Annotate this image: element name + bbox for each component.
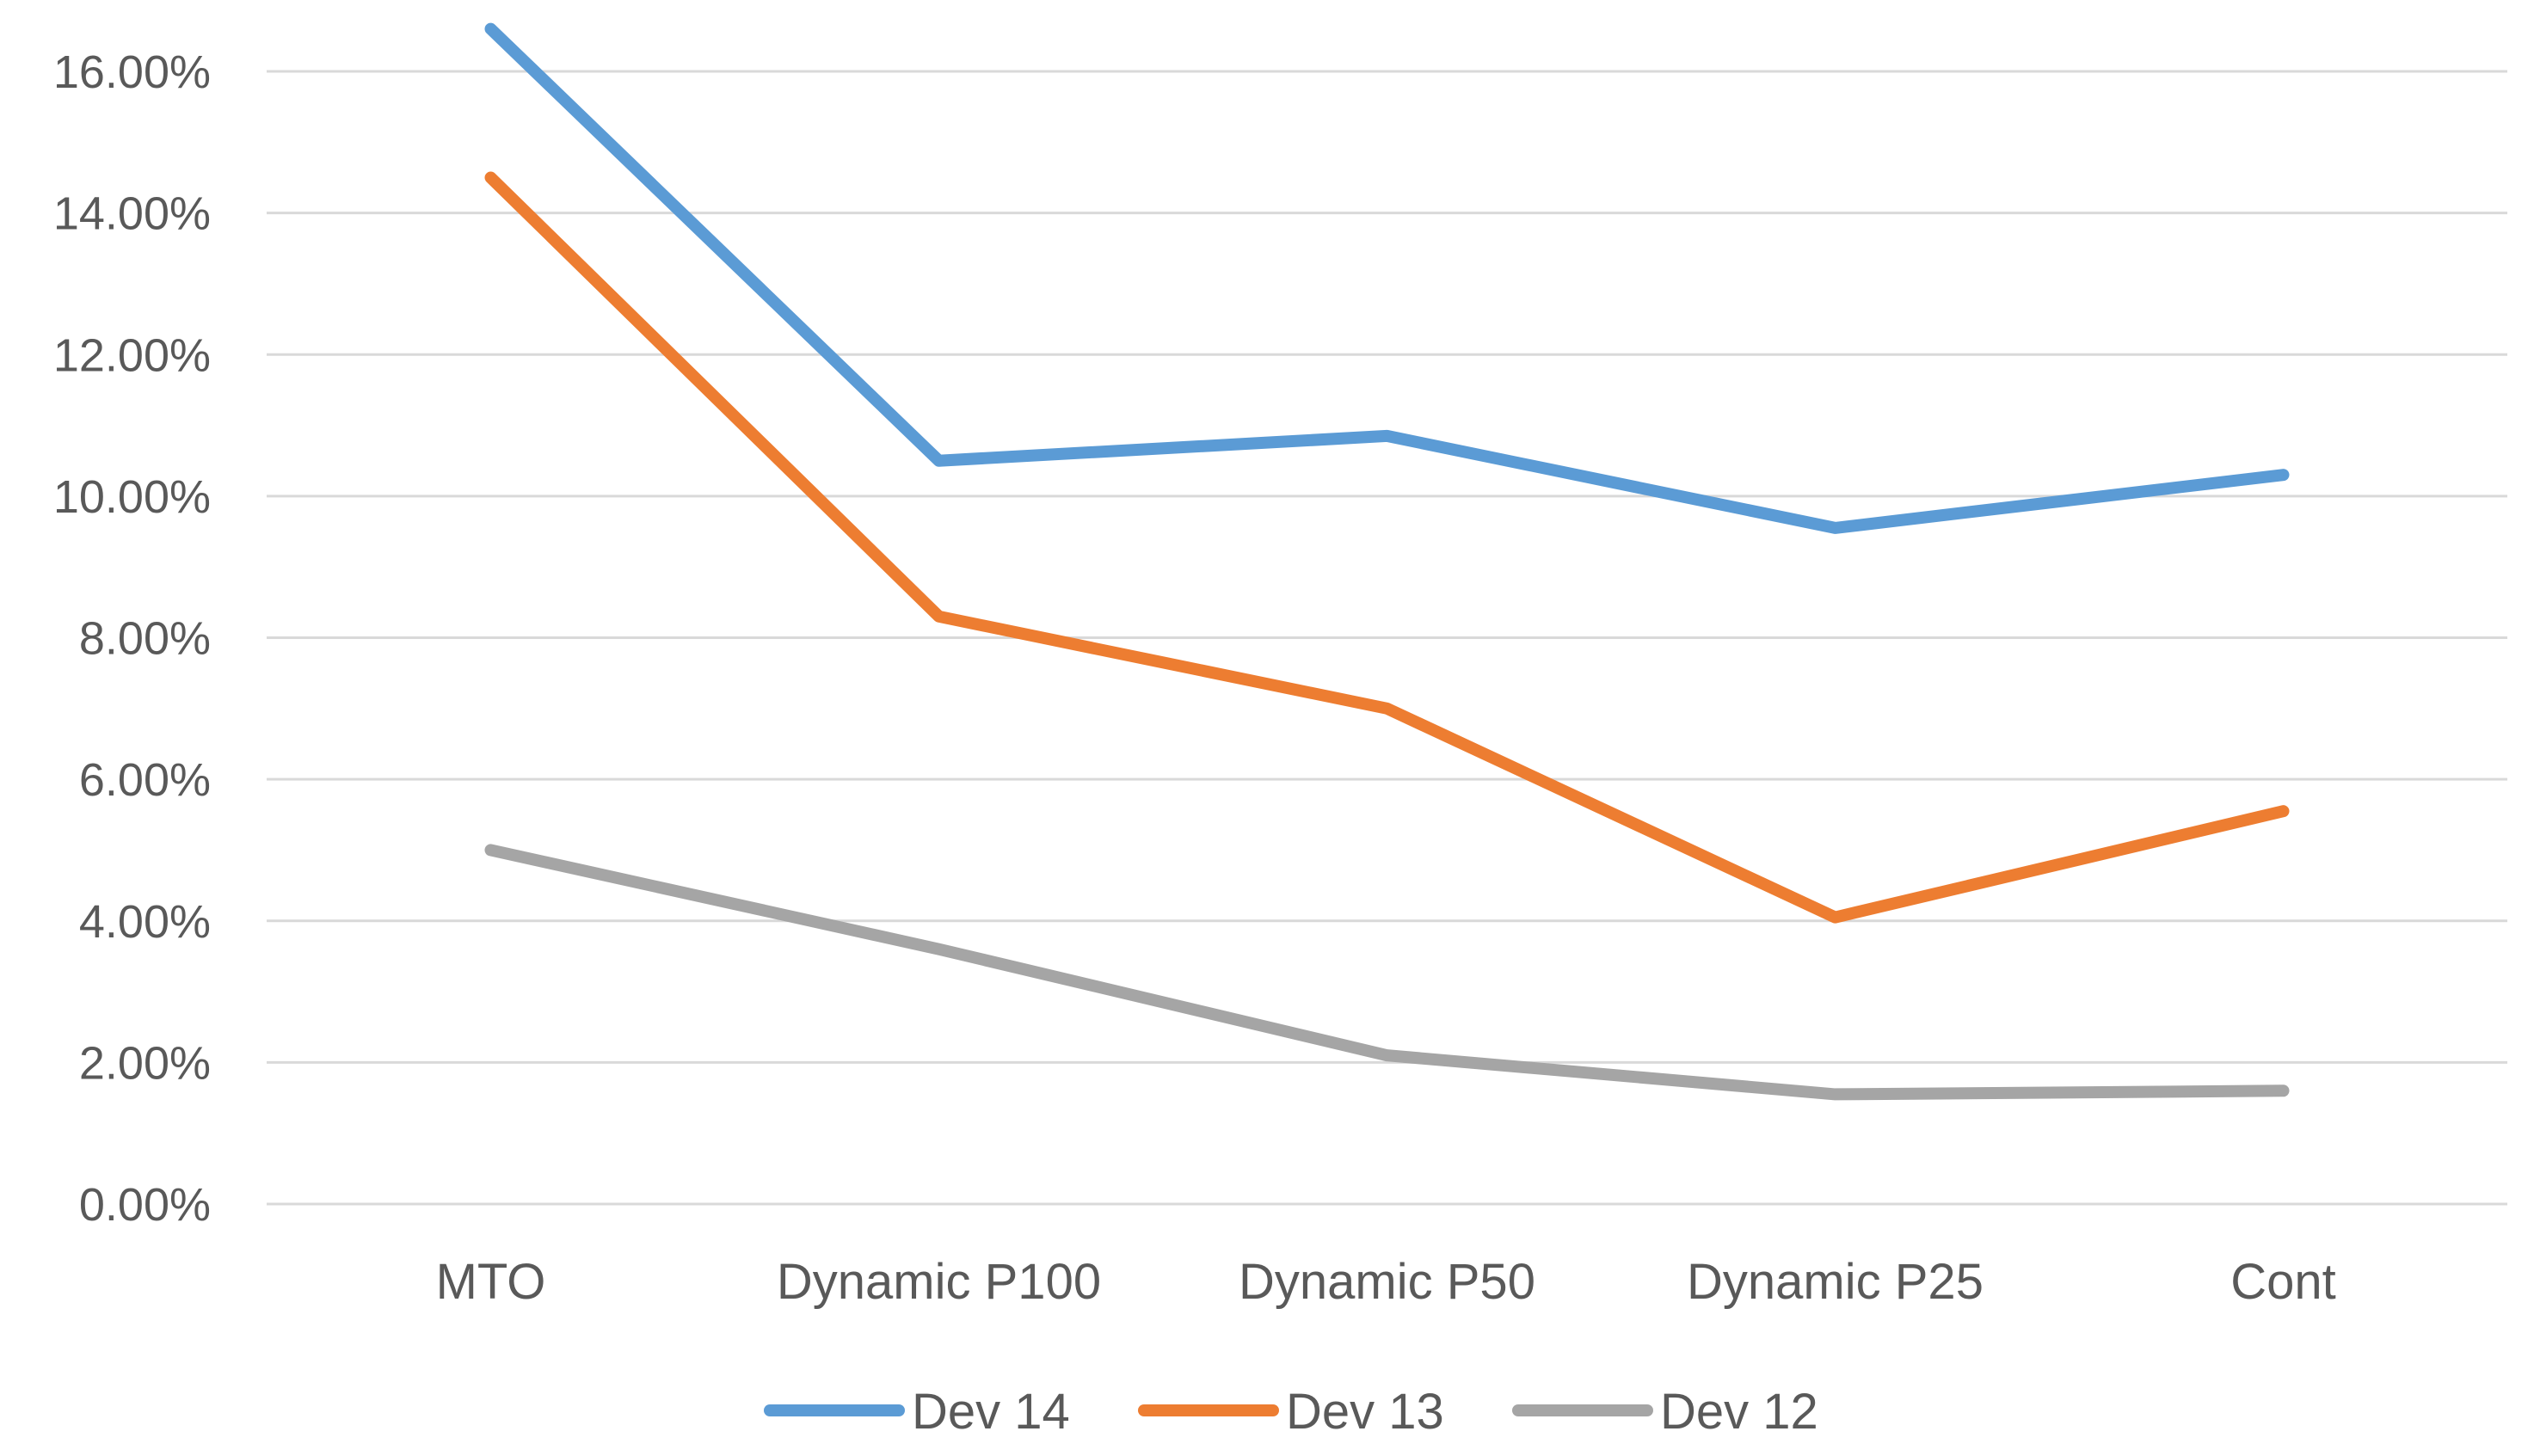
series-line-dev-14	[484, 22, 2290, 534]
y-tick-label: 6.00%	[79, 754, 211, 806]
x-tick-label: MTO	[436, 1254, 546, 1310]
legend-label: Dev 13	[1286, 1384, 1444, 1440]
y-tick-label: 12.00%	[53, 329, 211, 381]
gridlines	[267, 70, 2507, 1206]
y-tick-label: 0.00%	[79, 1179, 211, 1231]
x-axis-ticks: MTO Dynamic P100 Dynamic P50 Dynamic P25 Con…	[436, 1254, 2336, 1310]
x-tick-label: Cont	[2230, 1254, 2336, 1310]
series-line-dev-12	[484, 844, 2290, 1101]
y-tick-label: 14.00%	[53, 188, 211, 240]
y-tick-label: 10.00%	[53, 471, 211, 523]
series-lines	[484, 22, 2290, 1101]
y-axis-ticks: 0.00% 2.00% 4.00% 6.00% 8.00% 10.00% 12.00% 14.…	[53, 46, 211, 1231]
y-tick-label: 4.00%	[79, 896, 211, 948]
legend-label: Dev 14	[912, 1384, 1070, 1440]
x-tick-label: Dynamic P25	[1687, 1254, 1984, 1310]
legend: Dev 14 Dev 13 Dev 12	[764, 1384, 1818, 1440]
y-tick-label: 2.00%	[79, 1037, 211, 1089]
y-tick-label: 16.00%	[53, 46, 211, 98]
x-tick-label: Dynamic P100	[777, 1254, 1101, 1310]
y-tick-label: 8.00%	[79, 613, 211, 665]
x-tick-label: Dynamic P50	[1239, 1254, 1535, 1310]
legend-label: Dev 12	[1660, 1384, 1818, 1440]
